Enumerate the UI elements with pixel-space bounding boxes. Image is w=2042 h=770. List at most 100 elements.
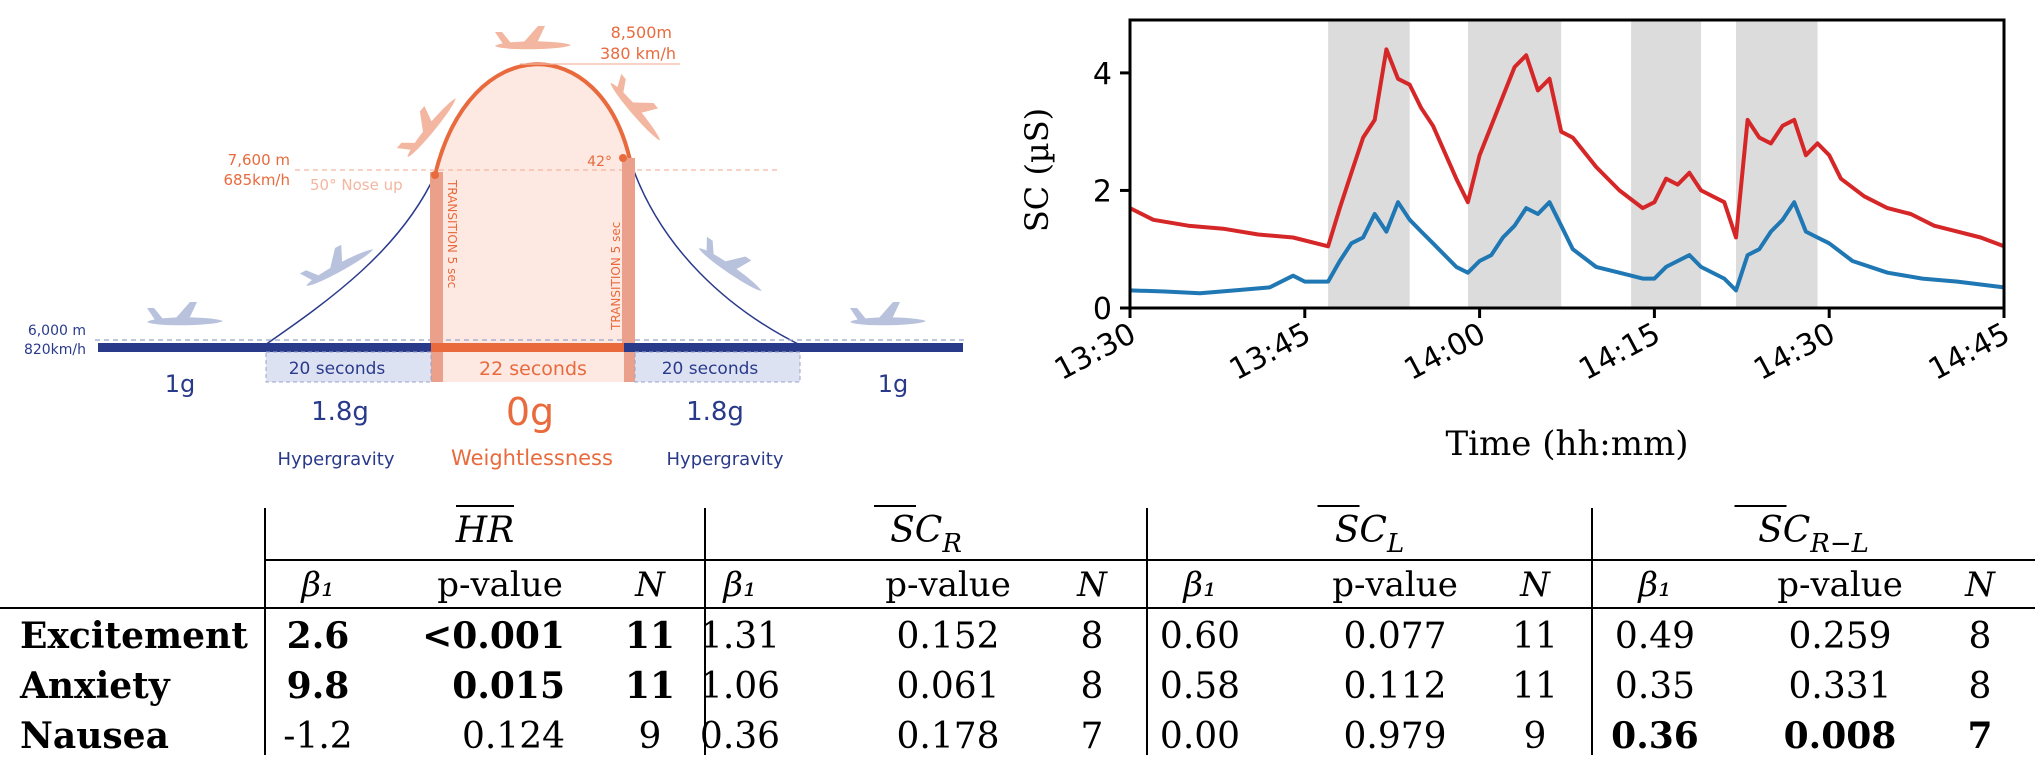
subheader-cell: β₁	[299, 565, 334, 605]
g-label-hyper-left: 1.8g	[311, 397, 369, 427]
duration-left: 20 seconds	[289, 359, 386, 379]
table-cell: 0.35	[1615, 666, 1695, 707]
airplane-icon	[396, 98, 456, 158]
table-cell: 9.8	[287, 665, 350, 707]
group-header: SCR−L	[1758, 510, 1869, 559]
table-cell: 11	[625, 665, 675, 707]
g-label-1g-left: 1g	[165, 370, 196, 398]
exit-angle-label: 42°	[587, 154, 612, 170]
start-speed: 820km/h	[24, 342, 86, 358]
airplane-icon	[147, 302, 223, 326]
duration-right: 20 seconds	[662, 359, 759, 379]
subheader-cell: β₁	[1181, 565, 1216, 605]
shaded-interval	[1631, 20, 1702, 308]
table-cell: 0.49	[1615, 616, 1695, 657]
subheader-cell: N	[1076, 565, 1108, 605]
table-cell: 0.60	[1160, 616, 1240, 657]
duration-box-left	[265, 351, 432, 383]
exit-arc	[629, 159, 801, 346]
phase-name-hyper-left: Hypergravity	[278, 449, 395, 470]
x-axis-ticks: 13:30 13:45 14:00 14:15 14:30 14:45	[1049, 308, 2016, 388]
table-cell: 0.36	[700, 716, 780, 757]
table-cell: 9	[1524, 716, 1547, 757]
transition-label-1: TRANSITION 5 sec	[445, 179, 459, 288]
airplane-icon	[495, 26, 571, 50]
table-cell: 0.00	[1160, 716, 1240, 757]
airplane-icon	[698, 236, 762, 291]
flight-line-1g-right	[800, 343, 963, 352]
entry-arc	[264, 174, 436, 346]
table-cell: 0.979	[1343, 716, 1446, 757]
transition-bar-1	[430, 172, 443, 382]
table-cell: 0.36	[1611, 715, 1699, 757]
y-tick-label: 0	[1093, 292, 1112, 327]
top-speed: 380 km/h	[600, 44, 676, 63]
row-label: Anxiety	[19, 665, 171, 707]
table-cell: 0.124	[462, 716, 565, 757]
table-cell: 0.178	[896, 716, 999, 757]
shaded-interval	[1328, 20, 1410, 308]
phase-name-hyper-right: Hypergravity	[667, 449, 784, 470]
transition-label-2: TRANSITION 5 sec	[609, 222, 623, 331]
plot-frame	[1128, 18, 2006, 310]
g-label-hyper-right: 1.8g	[686, 397, 744, 427]
y-tick-label: 2	[1093, 174, 1112, 209]
table-cell: 8	[1969, 666, 1992, 707]
airplane-icon	[850, 302, 926, 326]
flight-line-hyper-right	[624, 343, 800, 352]
exit-point	[619, 154, 627, 162]
table-cell: 0.152	[896, 616, 999, 657]
row-label: Excitement	[20, 615, 248, 657]
table-cell: 0.58	[1160, 666, 1240, 707]
top-altitude: 8,500m	[611, 23, 672, 42]
subheader-cell: p-value	[1332, 565, 1458, 605]
y-axis-ticks: 0 2 4	[1093, 57, 1130, 327]
y-tick-label: 4	[1093, 57, 1112, 92]
subheader-cell: p-value	[437, 565, 563, 605]
x-tick-label: 14:15	[1573, 316, 1666, 387]
subheader-cell: β₁	[1636, 565, 1671, 605]
entry-altitude: 7,600 m	[228, 151, 290, 169]
duration-box-right	[634, 351, 801, 383]
flight-line-zero-g	[431, 343, 624, 352]
x-tick-label: 14:30	[1748, 316, 1841, 387]
duration-center: 22 seconds	[479, 358, 587, 380]
airplane-icon	[610, 73, 661, 141]
flight-line-1g-left	[98, 343, 266, 352]
table-cell: 0.331	[1788, 666, 1891, 707]
table-cell: 7	[1967, 715, 1992, 757]
phase-name-zero: Weightlessness	[451, 446, 613, 470]
table-cell: 11	[1512, 616, 1558, 657]
subheader-cell: β₁	[721, 565, 756, 605]
transition-bar-2	[622, 158, 635, 382]
x-tick-label: 14:45	[1923, 316, 2016, 387]
g-label-1g-right: 1g	[878, 370, 909, 398]
table-cell: <0.001	[422, 615, 565, 657]
start-altitude: 6,000 m	[28, 323, 86, 339]
weightlessness-region	[435, 64, 630, 351]
parabola-curve	[433, 62, 632, 176]
table-cell: 2.6	[287, 615, 350, 657]
table-cell: 0.259	[1788, 616, 1891, 657]
group-header: HR	[455, 510, 515, 551]
entry-speed: 685km/h	[224, 171, 291, 189]
series-line-0	[1129, 47, 2005, 249]
subheader-cell: p-value	[885, 565, 1011, 605]
x-tick-label: 13:45	[1224, 316, 1317, 387]
row-label: Nausea	[20, 715, 169, 757]
parabolic-flight-diagram: TRANSITION 5 sec TRANSITION 5 sec 20 sec…	[24, 23, 965, 470]
subheader-cell: N	[1964, 565, 1996, 605]
table-cell: 8	[1081, 616, 1104, 657]
shaded-interval	[1735, 20, 1818, 308]
airplane-icon	[299, 244, 374, 286]
group-header: SCL	[1335, 510, 1404, 559]
table-cell: -1.2	[283, 716, 352, 757]
table-cell: 11	[625, 615, 675, 657]
table-cell: 0.112	[1343, 666, 1446, 707]
nose-up-label: 50° Nose up	[310, 176, 403, 194]
series-lines	[1129, 47, 2005, 296]
table-cell: 0.061	[896, 666, 999, 707]
x-tick-label: 14:00	[1399, 316, 1492, 387]
